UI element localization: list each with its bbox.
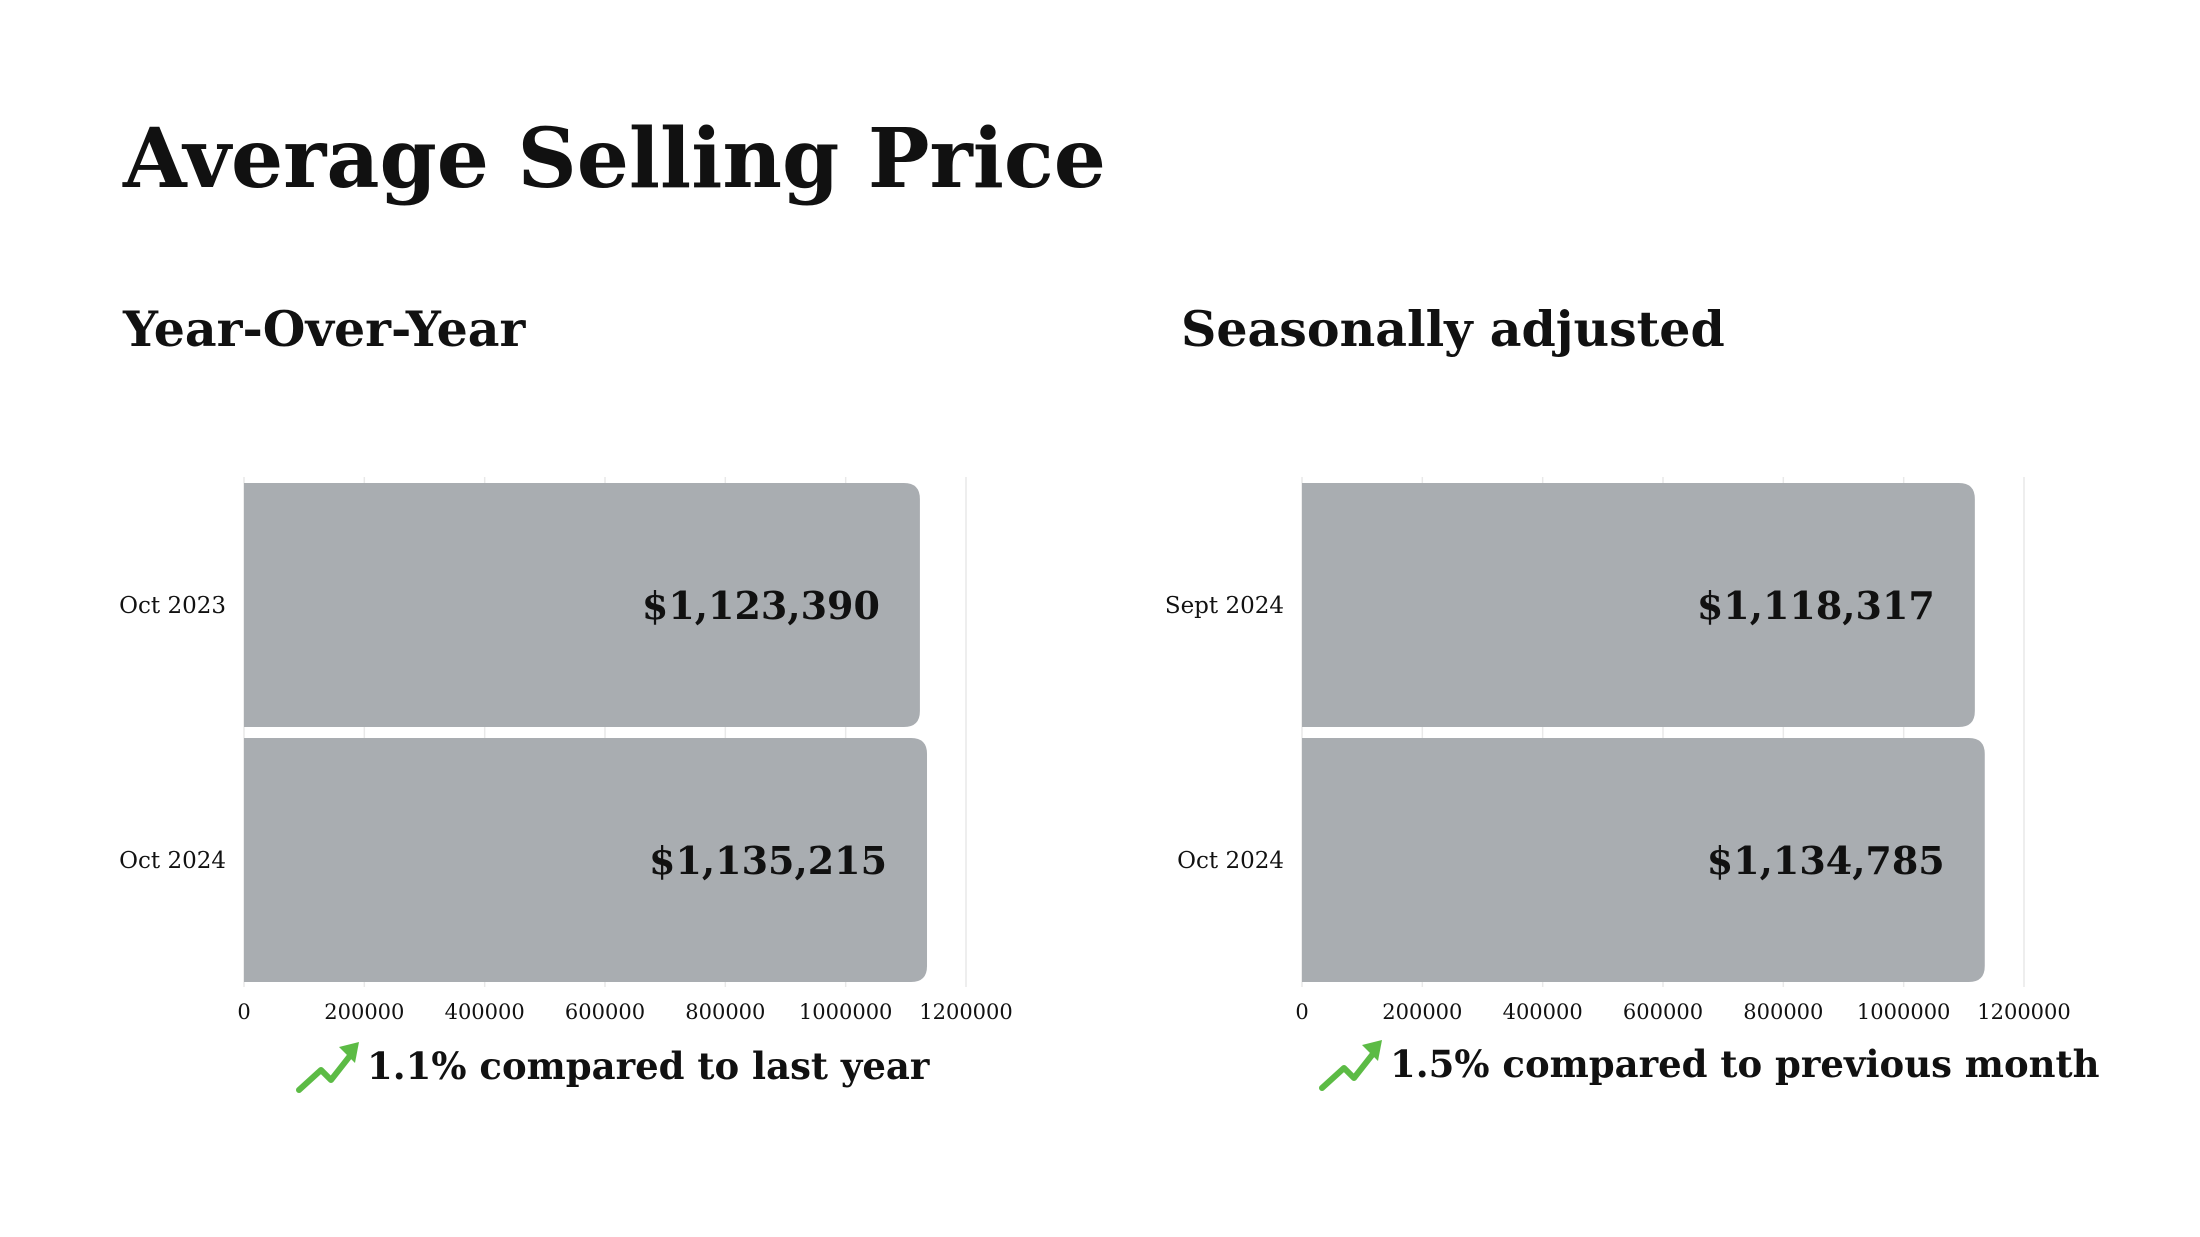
bar	[244, 738, 928, 982]
category-label: Oct 2024	[1177, 848, 1284, 874]
bar	[1302, 483, 1975, 727]
comparison-note-seasonally-adjusted: 1.5% compared to previous month	[1318, 1034, 2100, 1094]
data-label: $1,123,390	[642, 583, 880, 628]
category-label: Oct 2023	[119, 593, 226, 619]
x-tick-label: 200000	[1382, 1000, 1462, 1024]
bar-chart-seasonally-adjusted: Sept 2024 $1,118,317 Oct 2024 $1,134,785 0 20…	[1165, 477, 2071, 1024]
x-tick-label: 1200000	[1977, 1000, 2071, 1024]
trend-up-icon	[1319, 1040, 1382, 1091]
category-label: Sept 2024	[1165, 593, 1284, 619]
x-tick-label: 1000000	[799, 1000, 893, 1024]
data-label: $1,134,785	[1707, 838, 1945, 883]
x-tick-label: 0	[237, 1000, 250, 1024]
bar-chart-year-over-year: Oct 2023 $1,123,390 Oct 2024 $1,135,215 0 200…	[119, 477, 1013, 1024]
data-label: $1,118,317	[1697, 583, 1935, 628]
bar	[1302, 738, 1985, 982]
data-label: $1,135,215	[649, 838, 887, 883]
x-tick-label: 600000	[565, 1000, 645, 1024]
x-tick-label: 0	[1295, 1000, 1308, 1024]
x-tick-label: 600000	[1623, 1000, 1703, 1024]
chart-title-seasonally-adjusted: Seasonally adjusted	[1181, 300, 1725, 358]
x-tick-label: 1000000	[1857, 1000, 1951, 1024]
bar	[244, 483, 920, 727]
x-tick-label: 800000	[1743, 1000, 1823, 1024]
category-label: Oct 2024	[119, 848, 226, 874]
x-tick-label: 1200000	[919, 1000, 1013, 1024]
comparison-note-year-over-year: 1.1% compared to last year	[295, 1036, 929, 1096]
x-tick-label: 200000	[324, 1000, 404, 1024]
chart-title-year-over-year: Year-Over-Year	[123, 300, 526, 358]
page-title: Average Selling Price	[123, 111, 1106, 207]
x-tick-label: 400000	[1503, 1000, 1583, 1024]
x-tick-label: 800000	[685, 1000, 765, 1024]
comparison-note-text: 1.5% compared to previous month	[1390, 1042, 2100, 1086]
comparison-note-text: 1.1% compared to last year	[367, 1044, 930, 1088]
x-tick-label: 400000	[445, 1000, 525, 1024]
trend-up-icon	[296, 1042, 359, 1093]
